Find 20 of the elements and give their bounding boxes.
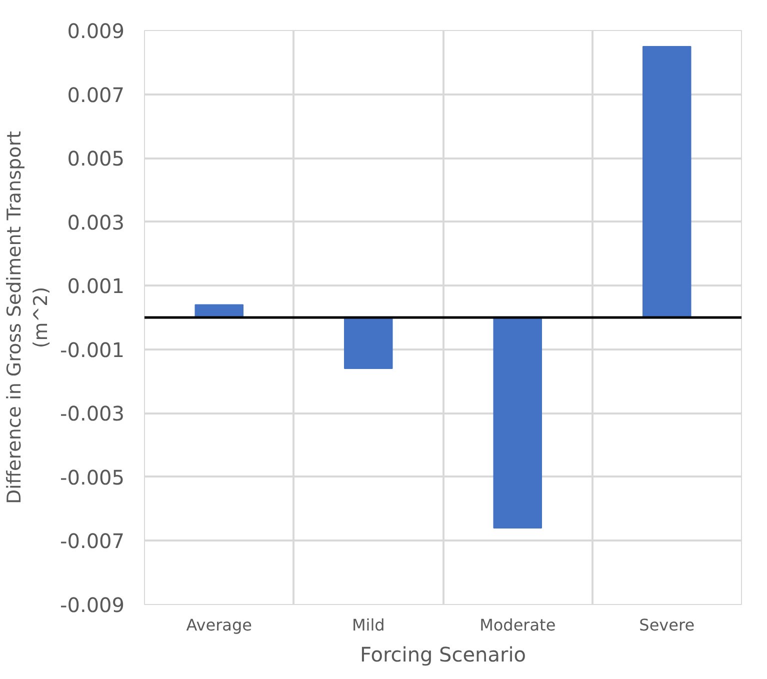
y-tick-label: 0.007 — [67, 82, 125, 107]
x-tick-label: Moderate — [480, 616, 556, 634]
y-tick-label: 0.009 — [67, 19, 125, 43]
y-axis-title: Difference in Gross Sediment Transport (m^2) — [4, 131, 52, 504]
y-tick-label: -0.003 — [60, 402, 125, 426]
y-tick-label: 0.001 — [67, 274, 125, 298]
y-tick-label: 0.005 — [67, 146, 125, 171]
y-tick-label: -0.009 — [60, 593, 125, 617]
bar — [194, 304, 244, 318]
y-tick-label: -0.007 — [60, 529, 125, 554]
y-tick-label: 0.003 — [67, 210, 125, 234]
x-tick-label: Mild — [352, 616, 385, 634]
bar — [493, 317, 542, 528]
x-tick-label: Severe — [639, 616, 695, 634]
bar — [344, 317, 393, 370]
y-tick-label: -0.001 — [60, 338, 125, 362]
x-axis-title: Forcing Scenario — [360, 642, 526, 666]
y-tick-label: -0.005 — [60, 465, 125, 490]
bar — [642, 46, 692, 318]
x-tick-label: Average — [186, 616, 252, 634]
